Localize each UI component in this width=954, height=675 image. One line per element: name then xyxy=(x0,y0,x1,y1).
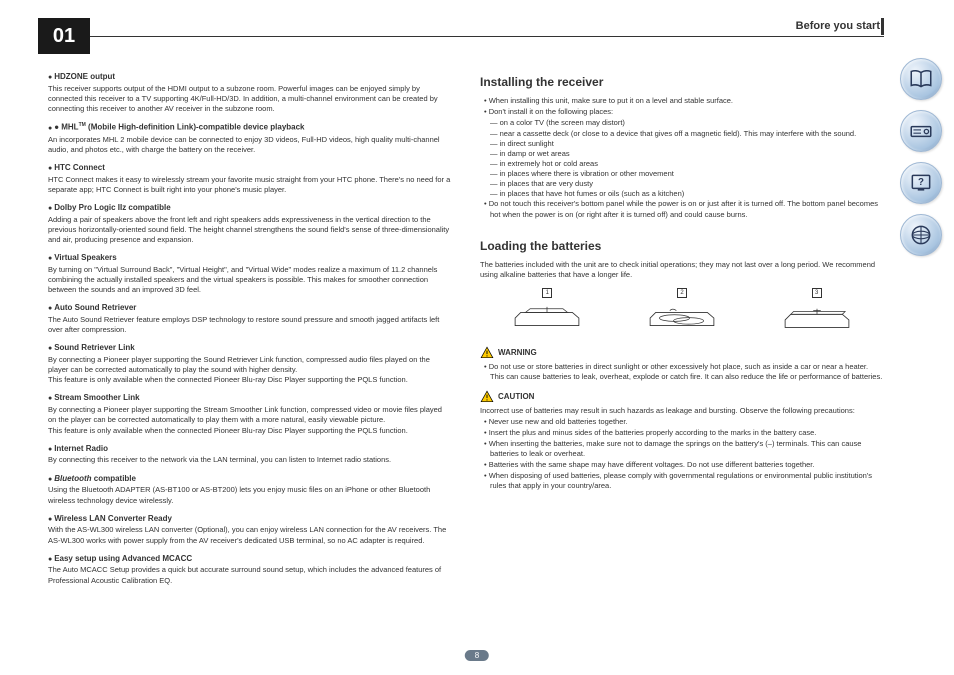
installing-title: Installing the receiver xyxy=(480,74,884,90)
warning-list: Do not use or store batteries in direct … xyxy=(480,362,884,382)
caution-header: CAUTION xyxy=(480,390,884,404)
battery-step-3: 3 xyxy=(767,288,867,338)
sidebar-nav-icons: ? xyxy=(900,58,942,256)
help-icon[interactable]: ? xyxy=(900,162,942,204)
feature-block: Easy setup using Advanced MCACCThe Auto … xyxy=(48,554,452,586)
warning-header: WARNING xyxy=(480,346,884,360)
feature-body: By connecting a Pioneer player supportin… xyxy=(48,355,452,375)
chapter-number: 01 xyxy=(38,18,90,54)
left-column: HDZONE outputThis receiver supports outp… xyxy=(48,72,452,594)
battery-diagrams: 123 xyxy=(480,288,884,338)
feature-title: Wireless LAN Converter Ready xyxy=(48,514,452,525)
feature-block: Virtual SpeakersBy turning on "Virtual S… xyxy=(48,253,452,295)
battery-step-1: 1 xyxy=(497,288,597,338)
receiver-icon[interactable] xyxy=(900,110,942,152)
feature-block: Dolby Pro Logic IIz compatibleAdding a p… xyxy=(48,203,452,245)
feature-block: Stream Smoother LinkBy connecting a Pion… xyxy=(48,393,452,435)
loading-title: Loading the batteries xyxy=(480,238,884,254)
feature-title: Sound Retriever Link xyxy=(48,343,452,354)
feature-title: Bluetooth compatible xyxy=(48,474,452,485)
header-rule xyxy=(90,36,884,37)
section-header-bar xyxy=(881,18,884,35)
feature-title: HTC Connect xyxy=(48,163,452,174)
feature-block: Sound Retriever LinkBy connecting a Pion… xyxy=(48,343,452,385)
feature-body: Adding a pair of speakers above the fron… xyxy=(48,215,452,245)
warning-icon xyxy=(480,346,494,360)
feature-block: ● MHLTM (Mobile High-definition Link)-co… xyxy=(48,122,452,155)
feature-title: Auto Sound Retriever xyxy=(48,303,452,314)
feature-body: By connecting this receiver to the netwo… xyxy=(48,455,452,465)
feature-body: HTC Connect makes it easy to wirelessly … xyxy=(48,175,452,195)
loading-intro: The batteries included with the unit are… xyxy=(480,260,884,280)
section-header: Before you start xyxy=(796,20,880,32)
feature-block: Auto Sound RetrieverThe Auto Sound Retri… xyxy=(48,303,452,335)
right-column: Installing the receiver When installing t… xyxy=(480,72,884,594)
installing-sublist: on a color TV (the screen may distort)ne… xyxy=(480,118,884,199)
feature-body: This receiver supports output of the HDM… xyxy=(48,84,452,114)
feature-block: Wireless LAN Converter ReadyWith the AS-… xyxy=(48,514,452,546)
feature-extra: This feature is only available when the … xyxy=(48,426,452,436)
feature-block: Bluetooth compatibleUsing the Bluetooth … xyxy=(48,474,452,506)
caution-icon xyxy=(480,390,494,404)
svg-text:?: ? xyxy=(918,177,924,188)
feature-title: Virtual Speakers xyxy=(48,253,452,264)
caution-intro: Incorrect use of batteries may result in… xyxy=(480,406,884,416)
feature-title: HDZONE output xyxy=(48,72,452,83)
feature-title: Dolby Pro Logic IIz compatible xyxy=(48,203,452,214)
installing-list: When installing this unit, make sure to … xyxy=(480,96,884,117)
feature-body: By connecting a Pioneer player supportin… xyxy=(48,405,452,425)
feature-body: Using the Bluetooth ADAPTER (AS-BT100 or… xyxy=(48,485,452,505)
feature-body: By turning on "Virtual Surround Back", "… xyxy=(48,265,452,295)
feature-body: An incorporates MHL 2 mobile device can … xyxy=(48,135,452,155)
feature-body: The Auto Sound Retriever feature employs… xyxy=(48,315,452,335)
feature-title: Easy setup using Advanced MCACC xyxy=(48,554,452,565)
feature-block: HDZONE outputThis receiver supports outp… xyxy=(48,72,452,114)
feature-extra: This feature is only available when the … xyxy=(48,375,452,385)
feature-block: Internet RadioBy connecting this receive… xyxy=(48,444,452,466)
network-icon[interactable] xyxy=(900,214,942,256)
feature-title: Internet Radio xyxy=(48,444,452,455)
feature-body: With the AS-WL300 wireless LAN converter… xyxy=(48,525,452,545)
page-number: 8 xyxy=(465,650,489,661)
feature-body: The Auto MCACC Setup provides a quick bu… xyxy=(48,565,452,585)
feature-title: ● MHLTM (Mobile High-definition Link)-co… xyxy=(48,122,452,133)
feature-block: HTC ConnectHTC Connect makes it easy to … xyxy=(48,163,452,195)
book-icon[interactable] xyxy=(900,58,942,100)
feature-title: Stream Smoother Link xyxy=(48,393,452,404)
installing-list-after: Do not touch this receiver's bottom pane… xyxy=(480,199,884,219)
battery-step-2: 2 xyxy=(632,288,732,338)
caution-list: Never use new and old batteries together… xyxy=(480,417,884,492)
